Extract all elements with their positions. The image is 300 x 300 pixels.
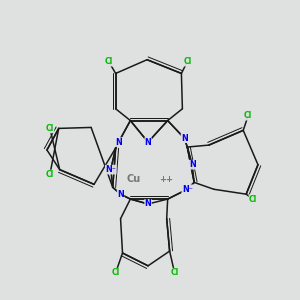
Text: Cl: Cl	[46, 124, 54, 133]
Text: Cl: Cl	[244, 111, 252, 120]
Text: N: N	[145, 138, 152, 147]
Text: N: N	[189, 160, 196, 169]
Text: N⁻: N⁻	[105, 165, 116, 174]
Text: Cl: Cl	[183, 57, 191, 66]
Text: Cl: Cl	[112, 268, 120, 277]
Text: Cl: Cl	[170, 268, 179, 277]
Text: N: N	[117, 190, 124, 199]
Text: N: N	[145, 200, 152, 208]
Text: N: N	[181, 134, 188, 143]
Text: Cl: Cl	[105, 57, 113, 66]
Text: Cu: Cu	[127, 174, 141, 184]
Text: ++: ++	[159, 175, 173, 184]
Text: Cl: Cl	[46, 170, 54, 179]
Text: Cl: Cl	[249, 195, 257, 204]
Text: N: N	[115, 138, 122, 147]
Text: N⁻: N⁻	[182, 185, 193, 194]
